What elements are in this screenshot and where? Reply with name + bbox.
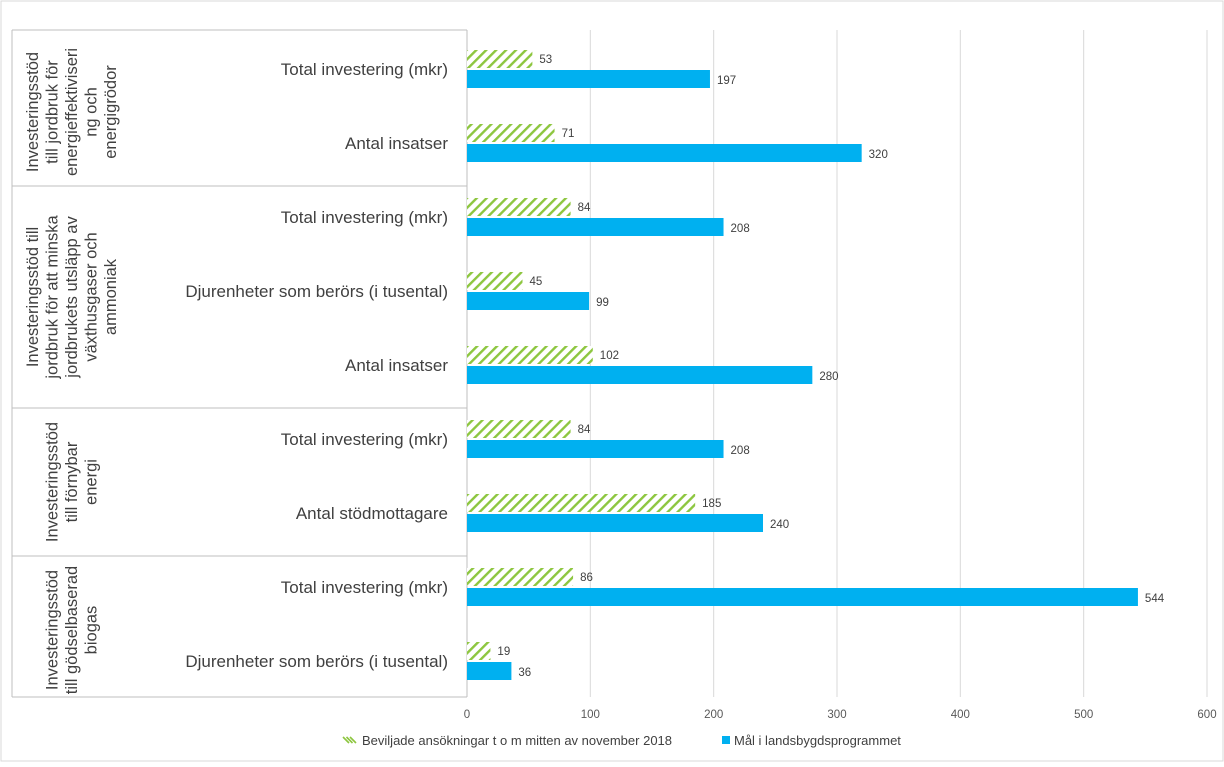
bar-approved <box>467 198 571 216</box>
legend-label-target: Mål i landsbygdsprogrammet <box>734 733 901 748</box>
bar-target <box>467 662 512 680</box>
bar-approved <box>467 346 593 364</box>
group-label-line: till förnybar <box>63 441 81 522</box>
legend-hatch-stroke <box>345 736 354 744</box>
bar-approved <box>467 50 533 68</box>
x-tick-label: 0 <box>464 709 470 721</box>
group-label-line: Investeringsstöd <box>44 570 62 690</box>
data-labels: 53 197 71 320 84 208 45 99 102 280 84 208 185 240 86 54… <box>497 54 1164 679</box>
group-label-line: växthusgaser och <box>83 232 101 361</box>
category-label: Total investering (mkr) <box>281 578 448 597</box>
bar-approved <box>467 272 523 290</box>
group-label-line: Investeringsstöd <box>44 422 62 542</box>
legend-marker-approved <box>342 736 357 744</box>
group-label-line: jordbruk för att minska <box>44 215 62 380</box>
bar-approved <box>467 568 574 586</box>
bar-target <box>467 70 710 88</box>
legend: Beviljade ansökningar t o m mitten av no… <box>342 733 901 748</box>
group-label-line: energi <box>83 459 101 505</box>
data-label-approved: 53 <box>539 54 552 66</box>
x-tick-label: 400 <box>951 709 970 721</box>
bar-approved <box>467 642 491 660</box>
bar-approved <box>467 494 696 512</box>
gridlines <box>589 30 1208 697</box>
bar-target <box>467 144 862 162</box>
legend-hatch-stroke <box>342 736 350 744</box>
data-label-target: 280 <box>819 371 838 383</box>
group-label: Investeringsstödtill förnybarenergi <box>44 422 101 542</box>
x-tick-label: 500 <box>1074 709 1093 721</box>
bar-approved <box>467 124 555 142</box>
bar-target <box>467 514 763 532</box>
data-label-approved: 19 <box>497 646 510 658</box>
data-label-target: 197 <box>717 75 736 87</box>
group-label: Investeringsstöd tilljordbruk för att mi… <box>24 215 120 380</box>
data-label-target: 320 <box>869 149 888 161</box>
data-label-approved: 86 <box>580 572 593 584</box>
group-label-line: Investeringsstöd <box>24 52 42 172</box>
group-label: Investeringsstödtill jordbruk förenergie… <box>24 48 120 176</box>
group-label-line: energigrödor <box>102 65 120 159</box>
data-label-target: 208 <box>731 445 750 457</box>
x-tick-label: 200 <box>704 709 723 721</box>
bars <box>467 50 1138 680</box>
category-label: Antal insatser <box>345 356 448 375</box>
group-label-line: energieffektiviseri <box>63 48 81 176</box>
data-label-approved: 84 <box>578 202 591 214</box>
bar-target <box>467 292 590 310</box>
bar-target <box>467 440 724 458</box>
bar-target <box>467 366 813 384</box>
data-label-target: 544 <box>1145 593 1165 605</box>
x-axis-ticks: 0 100 200 300 400 500 600 <box>464 709 1217 721</box>
data-label-approved: 185 <box>702 498 721 510</box>
group-label-line: jordbrukets utsläpp av <box>63 216 81 379</box>
group-label-line: Investeringsstöd till <box>24 227 42 367</box>
bar-target <box>467 218 724 236</box>
data-label-approved: 102 <box>600 350 619 362</box>
x-tick-label: 300 <box>827 709 846 721</box>
data-label-approved: 45 <box>530 276 543 288</box>
bar-target <box>467 588 1138 606</box>
group-label-line: ammoniak <box>102 258 120 335</box>
group-label-line: till jordbruk för <box>44 60 62 164</box>
legend-label-approved: Beviljade ansökningar t o m mitten av no… <box>362 733 672 748</box>
bar-approved <box>467 420 571 438</box>
x-tick-label: 600 <box>1197 709 1216 721</box>
data-label-target: 36 <box>518 667 531 679</box>
category-label: Antal insatser <box>345 134 448 153</box>
category-label: Antal stödmottagare <box>296 504 448 523</box>
group-label-line: till gödselbaserad <box>63 566 81 694</box>
data-label-target: 208 <box>731 223 750 235</box>
x-tick-label: 100 <box>581 709 600 721</box>
category-label: Total investering (mkr) <box>281 60 448 79</box>
data-label-approved: 71 <box>562 128 575 140</box>
data-label-approved: 84 <box>578 424 591 436</box>
data-label-target: 240 <box>770 519 789 531</box>
category-label: Total investering (mkr) <box>281 208 448 227</box>
group-label: Investeringsstödtill gödselbaseradbiogas <box>44 566 101 694</box>
data-label-target: 99 <box>596 297 609 309</box>
legend-hatch-stroke <box>349 736 357 744</box>
category-label: Total investering (mkr) <box>281 430 448 449</box>
legend-marker-target <box>722 736 730 744</box>
category-label: Djurenheter som berörs (i tusental) <box>185 652 448 671</box>
category-label: Djurenheter som berörs (i tusental) <box>185 282 448 301</box>
group-label-line: ng och <box>83 87 101 137</box>
group-label-line: biogas <box>83 606 101 655</box>
